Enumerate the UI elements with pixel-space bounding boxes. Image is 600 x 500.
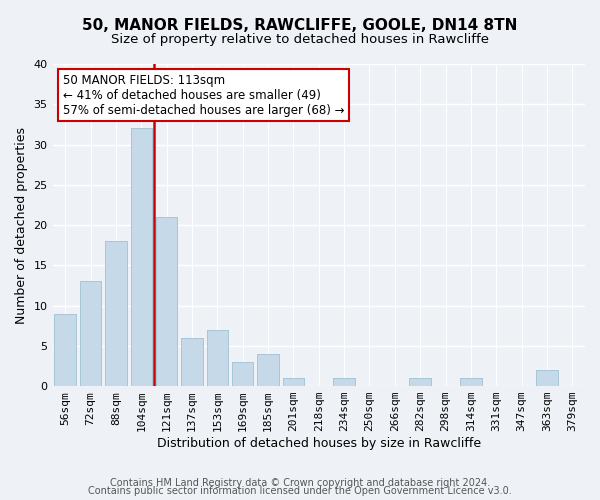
Text: Contains HM Land Registry data © Crown copyright and database right 2024.: Contains HM Land Registry data © Crown c… xyxy=(110,478,490,488)
Text: Size of property relative to detached houses in Rawcliffe: Size of property relative to detached ho… xyxy=(111,32,489,46)
Bar xyxy=(460,378,482,386)
Bar xyxy=(80,282,101,386)
Bar xyxy=(536,370,558,386)
Text: 50, MANOR FIELDS, RAWCLIFFE, GOOLE, DN14 8TN: 50, MANOR FIELDS, RAWCLIFFE, GOOLE, DN14… xyxy=(82,18,518,32)
Text: Contains public sector information licensed under the Open Government Licence v3: Contains public sector information licen… xyxy=(88,486,512,496)
X-axis label: Distribution of detached houses by size in Rawcliffe: Distribution of detached houses by size … xyxy=(157,437,481,450)
Bar xyxy=(105,241,127,386)
Bar xyxy=(206,330,228,386)
Bar xyxy=(156,217,178,386)
Bar xyxy=(409,378,431,386)
Bar xyxy=(181,338,203,386)
Y-axis label: Number of detached properties: Number of detached properties xyxy=(15,126,28,324)
Bar xyxy=(55,314,76,386)
Bar xyxy=(257,354,279,386)
Bar xyxy=(283,378,304,386)
Text: 50 MANOR FIELDS: 113sqm
← 41% of detached houses are smaller (49)
57% of semi-de: 50 MANOR FIELDS: 113sqm ← 41% of detache… xyxy=(63,74,344,116)
Bar xyxy=(131,128,152,386)
Bar xyxy=(334,378,355,386)
Bar xyxy=(232,362,253,386)
